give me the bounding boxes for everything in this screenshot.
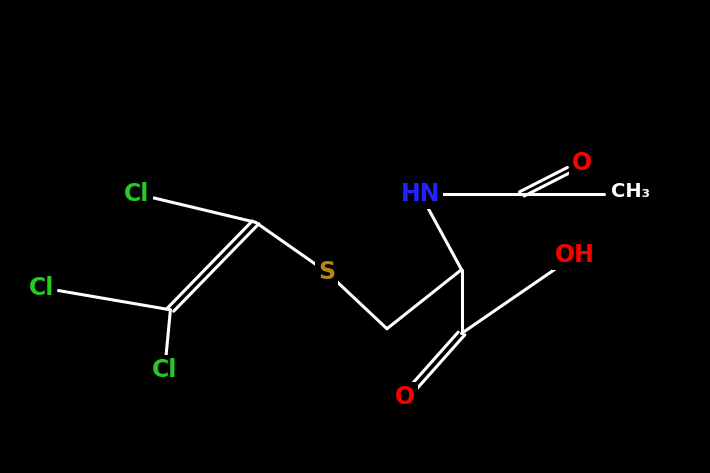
Text: O: O xyxy=(395,385,415,409)
Text: Cl: Cl xyxy=(28,276,54,299)
Text: Cl: Cl xyxy=(124,182,150,206)
Text: S: S xyxy=(318,260,335,284)
Text: HN: HN xyxy=(400,182,440,206)
Text: CH₃: CH₃ xyxy=(611,182,650,201)
Text: O: O xyxy=(572,151,592,175)
Text: OH: OH xyxy=(555,244,595,267)
Text: Cl: Cl xyxy=(152,358,178,382)
